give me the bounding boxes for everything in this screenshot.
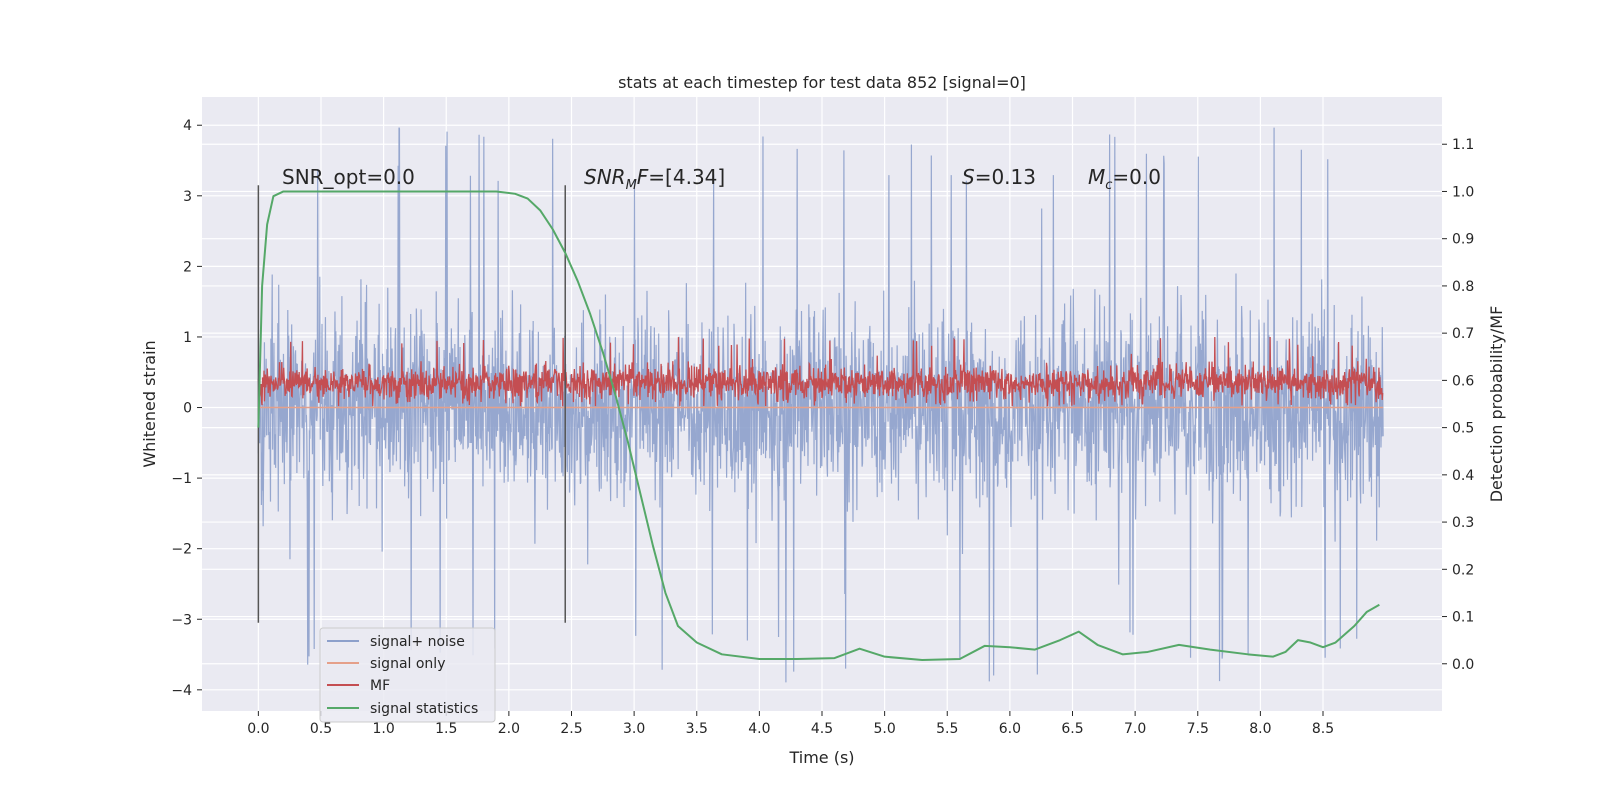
- annotation-mc-symbol: M: [1088, 165, 1105, 189]
- x-tick-label-6: 3.0: [623, 721, 645, 737]
- y2-tick-label-10: 1.0: [1452, 184, 1474, 200]
- chart-title: stats at each timestep for test data 852…: [618, 73, 1026, 92]
- legend: signal+ noise signal only MF signal stat…: [319, 627, 496, 723]
- x-tick-label-16: 8.0: [1249, 721, 1271, 737]
- x-tick-label-11: 5.5: [936, 721, 958, 737]
- y2-tick-label-0: 0.0: [1452, 657, 1474, 673]
- x-tick-label-5: 2.5: [560, 721, 582, 737]
- x-tick-label-15: 7.5: [1187, 721, 1209, 737]
- y-tick-label-0: −4: [171, 683, 192, 699]
- annotation-s: S=0.13: [962, 165, 1036, 189]
- y-tick-label-8: 4: [183, 118, 192, 134]
- signal-noise-line: [257, 127, 1384, 683]
- y2-tick-label-8: 0.8: [1452, 279, 1474, 295]
- annotation-snr-mf-tail: F: [637, 165, 649, 189]
- x-tick-label-0: 0.0: [247, 721, 269, 737]
- legend-label-signal-statistics: signal statistics: [370, 701, 478, 717]
- x-tick-label-2: 1.0: [372, 721, 394, 737]
- legend-label-signal-only: signal only: [370, 656, 445, 672]
- annotation-snr-mf-main: SNR: [584, 165, 626, 189]
- annotation-snr-opt: SNR_opt=0.0: [282, 165, 415, 189]
- legend-label-mf: MF: [370, 678, 390, 694]
- y2-tick-label-9: 0.9: [1452, 232, 1474, 248]
- x-tick-label-12: 6.0: [999, 721, 1021, 737]
- right-axis-ticks: 0.0 0.1 0.2 0.3 0.4 0.5 0.6 0.7 0.8 0.9 1.0 1.1: [1442, 137, 1474, 673]
- x-axis-ticks: 0.0 0.5 1.0 1.5 2.0 2.5 3.0 3.5 4.0 4.5 5.0 5.5 6.0 6…: [247, 711, 1334, 737]
- annotation-s-value: =0.13: [975, 165, 1036, 189]
- y-tick-label-3: −1: [171, 471, 192, 487]
- y2-tick-label-11: 1.1: [1452, 137, 1474, 153]
- y-tick-label-6: 2: [183, 259, 192, 275]
- annotation-mc: Mc=0.0: [1088, 165, 1161, 193]
- series-signal-statistics: [257, 190, 1380, 661]
- y-tick-label-7: 3: [183, 189, 192, 205]
- y2-tick-label-5: 0.5: [1452, 421, 1474, 437]
- series-signal-noise: [257, 127, 1384, 683]
- y-tick-label-1: −3: [171, 612, 192, 628]
- legend-box: [319, 627, 496, 723]
- left-axis-ticks: −4 −3 −2 −1 0 1 2 3 4: [171, 118, 202, 699]
- x-tick-label-10: 5.0: [873, 721, 895, 737]
- annotation-snr-mf-value: =[4.34]: [648, 165, 725, 189]
- annotation-snr-mf: SNRMF=[4.34]: [584, 165, 725, 193]
- annotation-snr-mf-sub: M: [626, 178, 637, 193]
- y2-tick-label-7: 0.7: [1452, 326, 1474, 342]
- x-tick-label-14: 7.0: [1124, 721, 1146, 737]
- x-axis-title: Time (s): [788, 748, 854, 767]
- annotation-mc-value: =0.0: [1112, 165, 1161, 189]
- x-tick-label-4: 2.0: [498, 721, 520, 737]
- y2-tick-label-2: 0.2: [1452, 562, 1474, 578]
- annotation-s-symbol: S: [962, 165, 975, 189]
- annotations: SNR_opt=0.0 SNRMF=[4.34] S=0.13 Mc=0.0: [282, 165, 1161, 193]
- annotation-mc-sub: c: [1105, 178, 1112, 193]
- y-tick-label-5: 1: [183, 330, 192, 346]
- x-tick-label-17: 8.5: [1312, 721, 1334, 737]
- x-tick-label-13: 6.5: [1061, 721, 1083, 737]
- signal-statistics-line: [257, 190, 1380, 661]
- x-tick-label-8: 4.0: [748, 721, 770, 737]
- series-mf: [257, 337, 1384, 407]
- y2-tick-label-1: 0.1: [1452, 610, 1474, 626]
- mf-line: [257, 337, 1384, 407]
- y2-tick-label-6: 0.6: [1452, 373, 1474, 389]
- x-tick-label-1: 0.5: [310, 721, 332, 737]
- x-tick-label-3: 1.5: [435, 721, 457, 737]
- x-tick-label-9: 4.5: [811, 721, 833, 737]
- y2-axis-title: Detection probability/MF: [1487, 306, 1506, 503]
- y-tick-label-4: 0: [183, 401, 192, 417]
- y-tick-label-2: −2: [171, 542, 192, 558]
- legend-label-signal-noise: signal+ noise: [370, 634, 465, 650]
- x-tick-label-7: 3.5: [686, 721, 708, 737]
- y2-tick-label-4: 0.4: [1452, 468, 1474, 484]
- y-axis-title: Whitened strain: [140, 340, 159, 467]
- y2-tick-label-3: 0.3: [1452, 515, 1474, 531]
